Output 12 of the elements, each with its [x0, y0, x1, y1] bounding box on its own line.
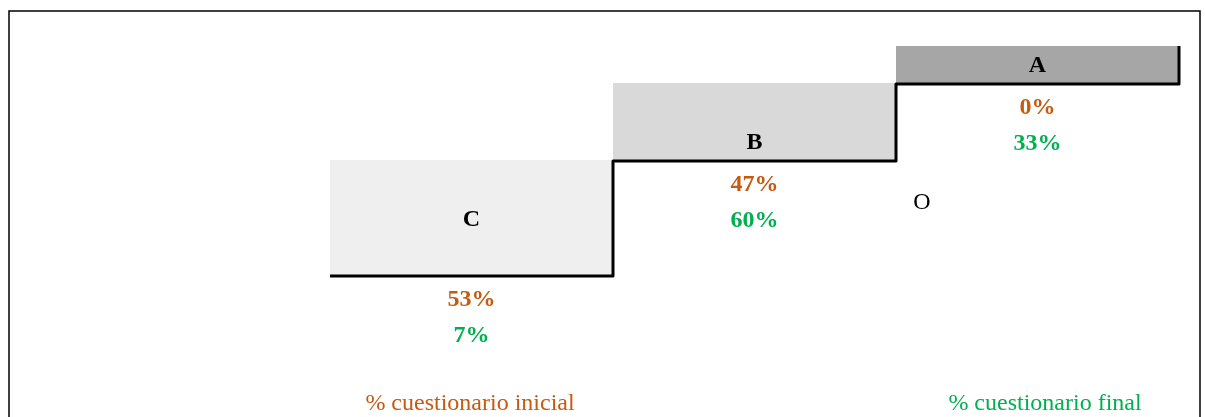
legend-label: % cuestionario final [948, 389, 1142, 416]
text: O [913, 188, 931, 215]
data-label: 53% [447, 285, 496, 312]
category-label: A [1028, 51, 1047, 78]
data-label: 33% [1013, 129, 1062, 156]
category-label: C [462, 205, 481, 232]
legend-label: % cuestionario inicial [365, 389, 575, 416]
data-label: 47% [730, 170, 779, 197]
data-label: 7% [453, 321, 490, 348]
data-label: 0% [1019, 93, 1056, 120]
category-label: B [746, 128, 763, 155]
data-label: 60% [730, 206, 779, 233]
